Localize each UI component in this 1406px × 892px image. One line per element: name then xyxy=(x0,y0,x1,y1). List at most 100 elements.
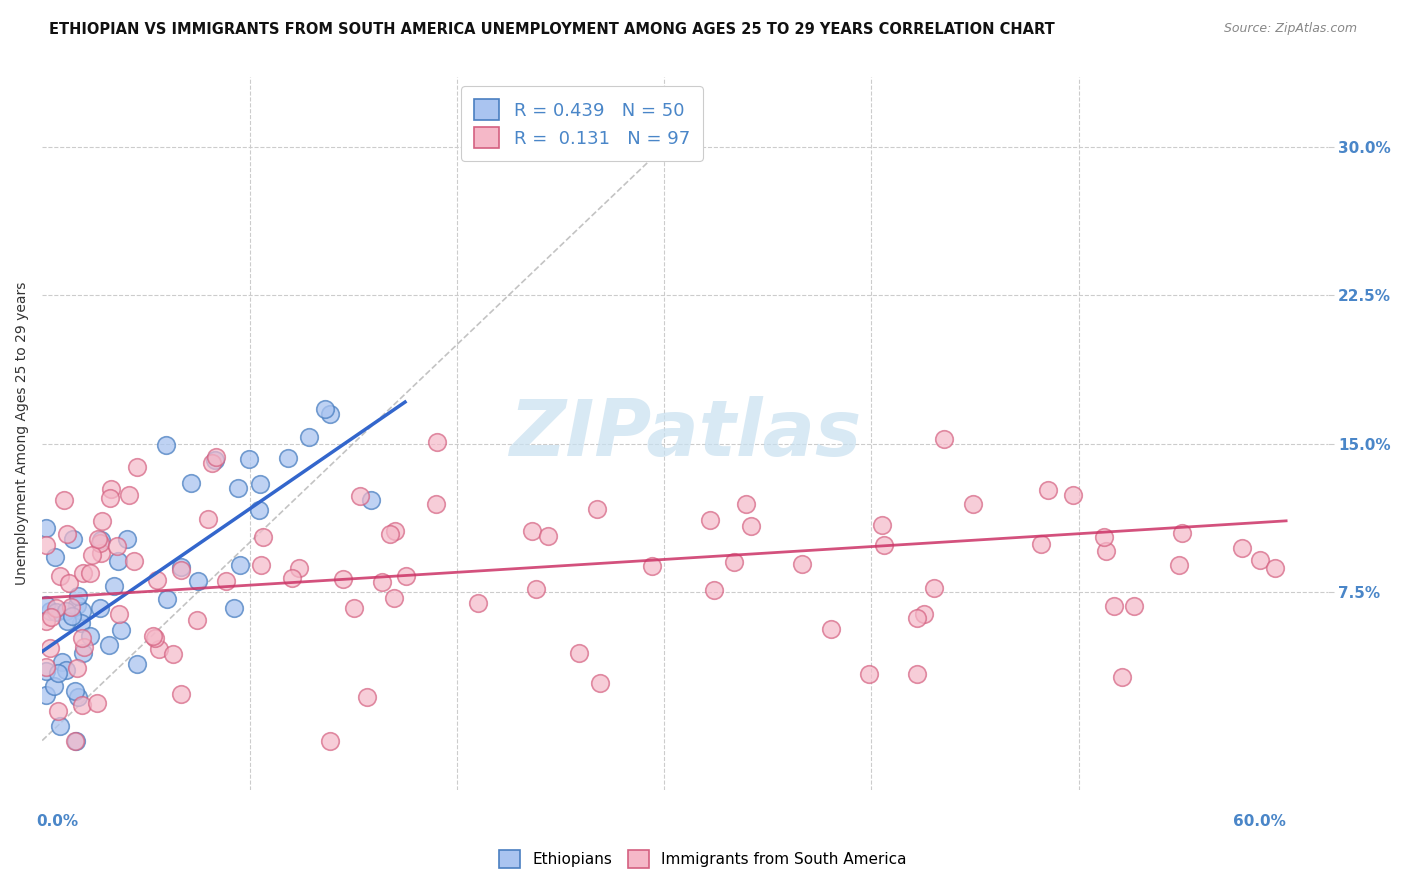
Point xyxy=(371,575,394,590)
Point xyxy=(1168,558,1191,572)
Point xyxy=(281,571,304,585)
Point xyxy=(287,561,309,575)
Point xyxy=(1102,599,1125,614)
Point xyxy=(641,559,664,574)
Point xyxy=(537,529,560,543)
Point xyxy=(252,530,274,544)
Point xyxy=(79,628,101,642)
Point xyxy=(740,519,762,533)
Point xyxy=(905,667,928,681)
Point xyxy=(143,631,166,645)
Point xyxy=(69,615,91,630)
Point xyxy=(155,437,177,451)
Point xyxy=(790,557,813,571)
Point xyxy=(204,453,226,467)
Point xyxy=(520,524,543,538)
Point xyxy=(89,601,111,615)
Point xyxy=(46,704,69,718)
Point xyxy=(100,482,122,496)
Point xyxy=(125,657,148,671)
Point xyxy=(277,451,299,466)
Point xyxy=(180,476,202,491)
Point xyxy=(699,513,721,527)
Point xyxy=(56,527,79,541)
Point xyxy=(58,576,80,591)
Point xyxy=(45,605,67,619)
Point xyxy=(41,610,63,624)
Point xyxy=(187,574,209,588)
Point xyxy=(1092,530,1115,544)
Point xyxy=(63,733,86,747)
Point xyxy=(820,622,842,636)
Point xyxy=(873,539,896,553)
Point xyxy=(49,719,72,733)
Point xyxy=(343,600,366,615)
Point xyxy=(238,452,260,467)
Point xyxy=(1249,553,1271,567)
Point xyxy=(65,733,87,747)
Point xyxy=(702,583,724,598)
Text: ETHIOPIAN VS IMMIGRANTS FROM SOUTH AMERICA UNEMPLOYMENT AMONG AGES 25 TO 29 YEAR: ETHIOPIAN VS IMMIGRANTS FROM SOUTH AMERI… xyxy=(49,22,1054,37)
Point xyxy=(467,596,489,610)
Point xyxy=(49,569,72,583)
Point xyxy=(586,501,609,516)
Point xyxy=(934,432,956,446)
Text: Source: ZipAtlas.com: Source: ZipAtlas.com xyxy=(1223,22,1357,36)
Y-axis label: Unemployment Among Ages 25 to 29 years: Unemployment Among Ages 25 to 29 years xyxy=(15,282,30,585)
Point xyxy=(60,608,83,623)
Point xyxy=(65,661,87,675)
Point xyxy=(72,566,94,581)
Point xyxy=(907,610,929,624)
Point xyxy=(858,667,880,681)
Point xyxy=(42,679,65,693)
Point xyxy=(425,497,447,511)
Legend: Ethiopians, Immigrants from South America: Ethiopians, Immigrants from South Americ… xyxy=(492,843,914,875)
Point xyxy=(35,598,58,612)
Point xyxy=(38,604,60,618)
Point xyxy=(35,614,58,628)
Point xyxy=(360,492,382,507)
Text: ZIPatlas: ZIPatlas xyxy=(509,396,860,472)
Point xyxy=(1111,670,1133,684)
Point xyxy=(97,638,120,652)
Point xyxy=(98,491,121,505)
Point xyxy=(1038,483,1060,498)
Point xyxy=(349,489,371,503)
Point xyxy=(44,549,66,564)
Point xyxy=(201,457,224,471)
Point xyxy=(186,613,208,627)
Point xyxy=(48,666,70,681)
Point xyxy=(66,598,89,612)
Point xyxy=(319,407,342,421)
Point xyxy=(215,574,238,588)
Point xyxy=(110,623,132,637)
Point xyxy=(35,538,58,552)
Point xyxy=(1264,561,1286,575)
Point xyxy=(122,554,145,568)
Point xyxy=(52,492,75,507)
Point xyxy=(735,497,758,511)
Point xyxy=(524,582,547,597)
Text: 0.0%: 0.0% xyxy=(37,814,79,829)
Text: 60.0%: 60.0% xyxy=(1233,814,1286,829)
Point xyxy=(90,533,112,548)
Point xyxy=(70,698,93,712)
Point xyxy=(382,591,405,605)
Point xyxy=(72,631,94,645)
Point xyxy=(226,481,249,495)
Point xyxy=(35,521,58,535)
Point xyxy=(426,434,449,449)
Point xyxy=(90,546,112,560)
Point xyxy=(1062,488,1084,502)
Point xyxy=(962,497,984,511)
Point xyxy=(1094,544,1116,558)
Point xyxy=(56,614,79,628)
Point xyxy=(395,568,418,582)
Point xyxy=(170,560,193,574)
Point xyxy=(51,655,73,669)
Point xyxy=(107,554,129,568)
Point xyxy=(249,477,271,491)
Point xyxy=(298,430,321,444)
Point xyxy=(79,566,101,580)
Point xyxy=(67,690,90,704)
